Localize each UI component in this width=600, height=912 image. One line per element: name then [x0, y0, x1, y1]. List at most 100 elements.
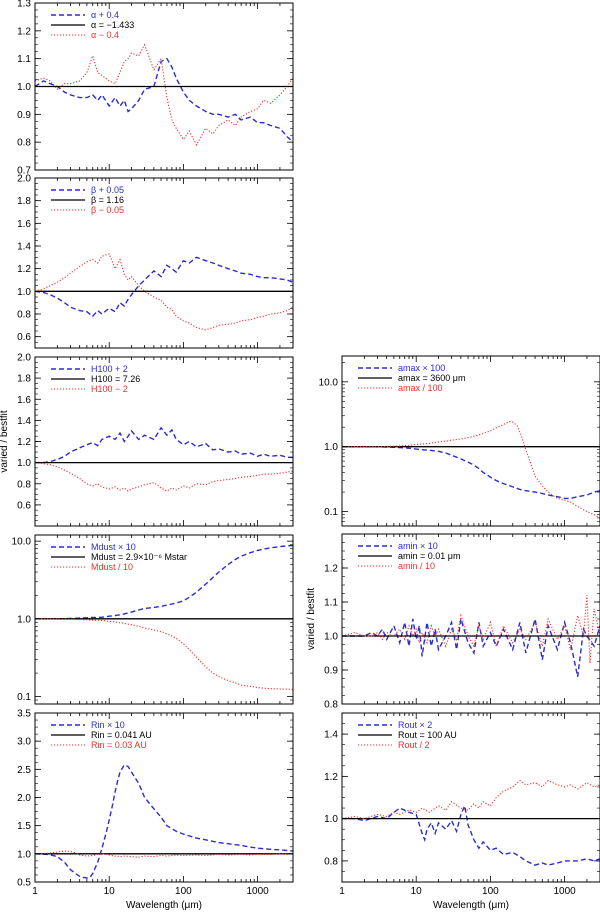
y-tick-label: 1.0 — [17, 82, 31, 93]
y-tick-label: 3.0 — [17, 737, 31, 748]
plot-frame — [34, 534, 294, 705]
y-tick-label: 1.2 — [17, 26, 31, 37]
legend-entry: Mdust / 10 — [91, 562, 133, 572]
y-tick-label: 1.2 — [324, 564, 338, 575]
legend-entry: Rin = 0.03 AU — [91, 740, 147, 750]
y-tick-label: 1.0 — [324, 814, 338, 825]
legend-entry: Rin = 0.041 AU — [91, 730, 152, 740]
series-line-amax-dashed — [342, 446, 600, 500]
legend-entry: amax × 100 — [398, 363, 445, 373]
y-tick-label: 1.0 — [17, 614, 31, 625]
series-line-alpha-dashed — [35, 57, 293, 143]
panel-alpha: 0.7 0.8 0.9 1.0 1.1 1.2 1.3 α + 0.4α = −1.433α … — [17, 0, 294, 177]
panel-rin: 1 10 100 1000 Wavelength (μm) 0.5 1.0 1.5 2.0 2.5… — [17, 709, 294, 911]
series-line-h100-dotted — [35, 462, 293, 492]
series-line-mdust-dashed — [35, 544, 293, 620]
y-tick-label: 0.1 — [17, 692, 31, 703]
y-tick-label: 1.4 — [17, 416, 31, 427]
legend-entry: Rout / 2 — [398, 740, 430, 750]
x-axis-label: Wavelength (μm) — [433, 900, 509, 911]
series-line-h100-dashed — [35, 426, 293, 464]
plot-frame — [341, 533, 600, 705]
x-tick-label: 1000 — [553, 886, 576, 897]
x-tick-label: 1000 — [246, 886, 269, 897]
y-tick-label: 0.6 — [17, 500, 31, 511]
legend-entry: β − 0.05 — [91, 205, 124, 215]
series-line-alpha-dotted — [35, 43, 293, 147]
series-line-mdust-dotted — [35, 618, 293, 691]
series-line-rin-dashed — [35, 763, 293, 879]
plot-frame — [34, 177, 294, 349]
y-tick-label: 10.0 — [12, 537, 32, 548]
series-line-amin-dotted — [342, 595, 600, 664]
legend-entry: Rout = 100 AU — [398, 730, 457, 740]
y-tick-label: 0.5 — [17, 878, 31, 889]
x-tick-label: 1 — [32, 886, 38, 897]
y-tick-label: 2.0 — [17, 174, 31, 185]
y-tick-label: 3.5 — [17, 709, 31, 720]
y-tick-label: 1.4 — [324, 730, 338, 741]
legend-entry: Mdust = 2.9×10⁻⁶ Mstar — [91, 552, 187, 562]
legend-entry: β + 0.05 — [91, 185, 124, 195]
plot-frame — [34, 712, 294, 883]
y-tick-label: 1.6 — [17, 219, 31, 230]
series-line-rin-dotted — [35, 850, 293, 858]
y-tick-label: 1.1 — [17, 54, 31, 65]
legend-entry: H100 = 7.26 — [91, 374, 140, 384]
legend-entry: α = −1.433 — [91, 20, 134, 30]
series-line-beta-dotted — [35, 253, 293, 331]
y-tick-label: 2.0 — [17, 793, 31, 804]
legend-entry: α − 0.4 — [91, 30, 119, 40]
plot-frame — [34, 356, 294, 527]
series-line-amin-dashed — [342, 618, 600, 677]
series-line-beta-dashed — [35, 256, 293, 318]
y-tick-label: 0.8 — [324, 856, 338, 867]
y-tick-label: 0.6 — [17, 332, 31, 343]
y-tick-label: 1.2 — [17, 264, 31, 275]
y-tick-label: 1.0 — [324, 442, 338, 453]
x-tick-label: 100 — [175, 886, 192, 897]
y-tick-label: 2.0 — [17, 353, 31, 364]
panel-beta: 0.6 0.8 1.0 1.2 1.4 1.6 1.8 2.0 β + 0.05β = 1.16… — [17, 174, 294, 349]
plot-frame — [341, 712, 600, 883]
y-tick-label: 0.9 — [324, 666, 338, 677]
y-tick-label: 1.0 — [324, 632, 338, 643]
legend-entry: amin × 10 — [398, 541, 438, 551]
panel-amin: 0.8 0.9 1.0 1.1 1.2 varied / bestfit amin × 10… — [306, 533, 600, 711]
y-tick-label: 0.7 — [17, 166, 31, 177]
y-tick-label: 1.5 — [17, 821, 31, 832]
panel-rout: 1 10 100 1000 Wavelength (μm) 0.8 1.0 1.2 1.4 Rou… — [324, 712, 600, 911]
y-tick-label: 1.0 — [17, 849, 31, 860]
y-tick-label: 1.8 — [17, 196, 31, 207]
series-line-rout-dashed — [342, 803, 600, 866]
y-tick-label: 1.2 — [17, 437, 31, 448]
y-tick-label: 0.8 — [17, 310, 31, 321]
y-tick-label: 1.8 — [17, 374, 31, 385]
y-tick-label: 0.8 — [17, 479, 31, 490]
y-tick-label: 0.8 — [17, 138, 31, 149]
legend-entry: amax / 100 — [398, 383, 443, 393]
series-line-rout-dotted — [342, 779, 600, 820]
y-tick-label: 1.2 — [324, 772, 338, 783]
legend-entry: Rout × 2 — [398, 720, 432, 730]
legend-entry: β = 1.16 — [91, 195, 124, 205]
x-tick-label: 10 — [104, 886, 116, 897]
y-tick-label: 1.4 — [17, 242, 31, 253]
y-axis-label: varied / bestfit — [0, 410, 10, 472]
legend-entry: amin = 0.01 μm — [398, 551, 460, 561]
legend-entry: H100 + 2 — [91, 364, 128, 374]
x-tick-label: 10 — [411, 886, 423, 897]
y-tick-label: 1.0 — [17, 287, 31, 298]
x-axis-label: Wavelength (μm) — [126, 900, 202, 911]
y-tick-label: 0.8 — [324, 700, 338, 711]
y-tick-label: 0.9 — [17, 110, 31, 121]
legend-entry: amin / 10 — [398, 561, 435, 571]
y-tick-label: 2.5 — [17, 765, 31, 776]
y-tick-label: 10.0 — [319, 377, 339, 388]
series-line-amax-dotted — [342, 420, 600, 519]
y-axis-label: varied / bestfit — [306, 588, 317, 650]
panel-h100: 0.6 0.8 1.0 1.2 1.4 1.6 1.8 2.0 varied / bestfit… — [0, 353, 294, 527]
